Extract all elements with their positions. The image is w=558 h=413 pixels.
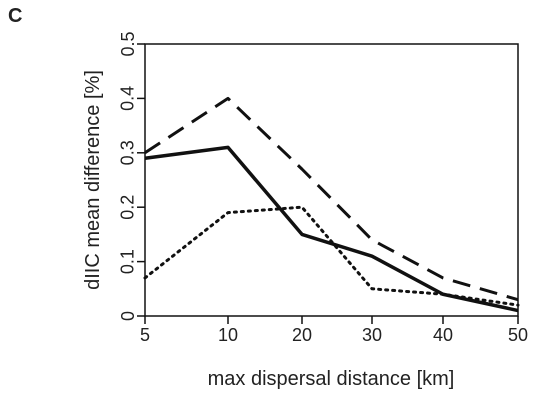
- y-tick-label: 0.2: [118, 195, 138, 220]
- x-tick-label: 5: [140, 325, 150, 345]
- x-tick-label: 40: [433, 325, 453, 345]
- series-layer: [145, 98, 518, 310]
- y-tick-label: 0: [118, 311, 138, 321]
- y-axis-label: dIIC mean difference [%]: [82, 70, 104, 290]
- y-axis: 0 0.1 0.2 0.3 0.4 0.5: [118, 31, 145, 321]
- y-tick-label: 0.4: [118, 86, 138, 111]
- x-tick-label: 10: [218, 325, 238, 345]
- x-tick-label: 30: [362, 325, 382, 345]
- panel-label: C: [8, 5, 22, 27]
- x-tick-label: 20: [292, 325, 312, 345]
- y-tick-label: 0.3: [118, 140, 138, 165]
- x-tick-label: 50: [508, 325, 528, 345]
- series-line-solid: [145, 147, 518, 310]
- plot-frame: [145, 44, 518, 316]
- series-line-dotted: [145, 207, 518, 305]
- series-line-dashed: [145, 98, 518, 299]
- y-tick-label: 0.1: [118, 249, 138, 274]
- y-tick-label: 0.5: [118, 31, 138, 56]
- x-axis-label: max dispersal distance [km]: [208, 368, 455, 390]
- x-axis: 5 10 20 30 40 50: [140, 316, 528, 345]
